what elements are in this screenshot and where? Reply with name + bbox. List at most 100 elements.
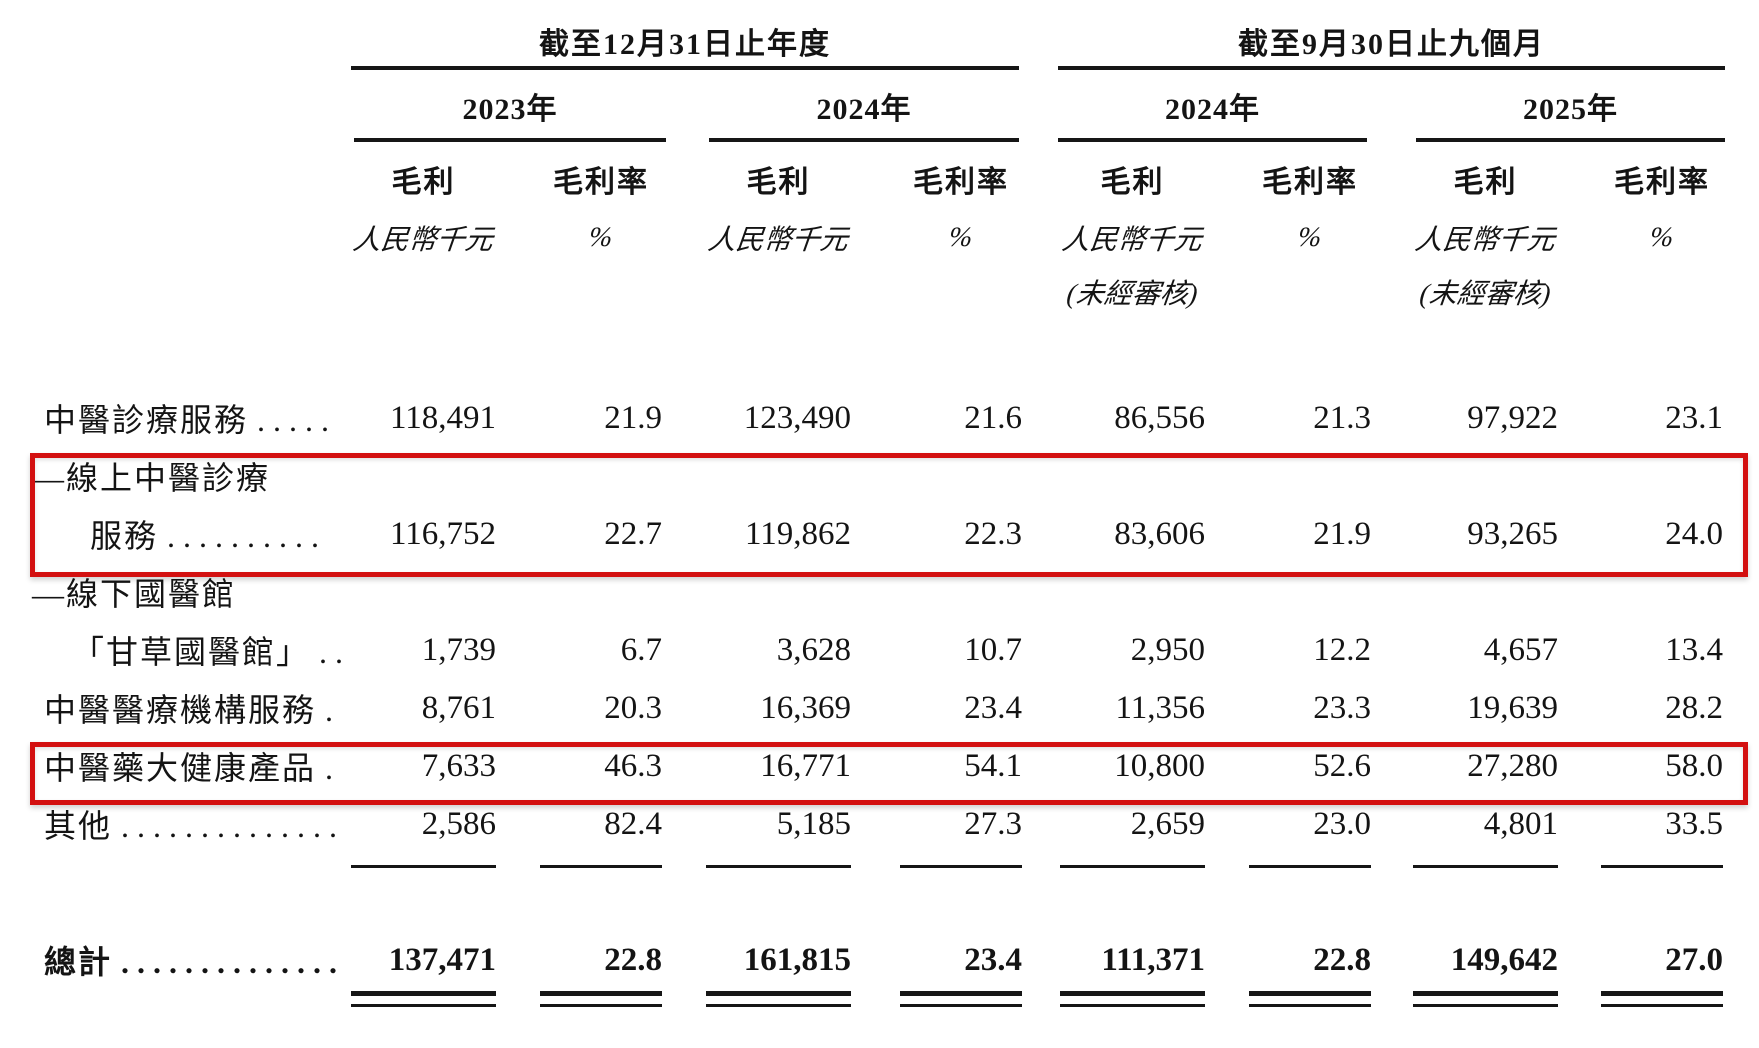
row-label: 其他	[44, 808, 113, 844]
total-double-rule	[351, 991, 496, 1007]
unit-percent: %	[587, 222, 615, 253]
column-underline	[1249, 864, 1371, 868]
year-rule	[709, 138, 1019, 142]
value-cell: 23.3	[1313, 689, 1371, 726]
value-cell: 116,752	[389, 515, 496, 552]
total-value-cell: 137,471	[388, 941, 496, 978]
value-cell: 28.2	[1665, 689, 1723, 726]
total-double-rule	[1601, 991, 1723, 1007]
col-header-gross-profit: 毛利	[391, 166, 456, 199]
year-rule-row	[44, 138, 1727, 148]
row-label: 中醫藥大健康產品	[44, 750, 317, 786]
value-cell: 16,771	[760, 747, 851, 784]
row-label: 「甘草國醫館」	[72, 634, 311, 670]
unit-rmb-thousand: 人民幣千元	[1413, 225, 1557, 256]
row-label: 中醫醫療機構服務	[44, 692, 317, 728]
total-value-cell: 27.0	[1665, 941, 1723, 978]
value-cell: 16,369	[760, 689, 851, 726]
value-cell: 58.0	[1665, 747, 1723, 784]
period-group-title-nine-months: 截至9月30日止九個月	[1238, 28, 1545, 61]
value-cell: 1,739	[421, 631, 496, 668]
year-2023: 2023年	[462, 93, 558, 126]
table-row-online-tcm-line1: —線上中醫診療	[32, 447, 1727, 505]
value-cell: 21.3	[1313, 399, 1371, 436]
row-label: —線下國醫館	[32, 576, 237, 612]
total-double-rule	[1060, 991, 1205, 1007]
year-header-row: 2023年 2024年 2024年 2025年	[44, 74, 1727, 138]
value-cell: 54.1	[964, 747, 1022, 784]
value-cell: 46.3	[604, 747, 662, 784]
total-double-rule	[1249, 991, 1371, 1007]
col-header-gross-margin: 毛利率	[553, 166, 649, 199]
value-cell: 12.2	[1313, 631, 1371, 668]
table-row-others: 其他.............. 2,586 82.4 5,185 27.3 2…	[44, 795, 1727, 853]
value-cell: 23.0	[1313, 805, 1371, 842]
total-double-rule	[1413, 991, 1558, 1007]
value-cell: 33.5	[1665, 805, 1723, 842]
value-cell: 82.4	[604, 805, 662, 842]
unit-percent: %	[1296, 222, 1324, 253]
value-cell: 8,761	[421, 689, 496, 726]
dot-leader: ..........	[167, 518, 328, 554]
year-2024: 2024年	[816, 93, 912, 126]
total-value-cell: 161,815	[743, 941, 851, 978]
col-header-gross-profit: 毛利	[746, 166, 811, 199]
period-group-title-annual: 截至12月31日止年度	[539, 28, 831, 61]
value-cell: 52.6	[1313, 747, 1371, 784]
total-value-cell: 22.8	[1313, 941, 1371, 978]
period-group-header-row: 截至12月31日止年度 截至9月30日止九個月	[44, 16, 1727, 66]
dot-leader: .....	[257, 402, 338, 438]
col-header-gross-margin: 毛利率	[913, 166, 1009, 199]
unaudited-row: (未經審核) (未經審核)	[44, 266, 1727, 318]
value-cell: 22.3	[964, 515, 1022, 552]
period-group-rule-row	[44, 66, 1727, 74]
total-double-rule	[540, 991, 662, 1007]
col-header-gross-profit: 毛利	[1453, 166, 1518, 199]
total-double-underline-row	[44, 989, 1727, 1009]
table-row-tcm-health-products: 中醫藥大健康產品. 7,633 46.3 16,771 54.1 10,800 …	[44, 737, 1727, 795]
value-cell: 83,606	[1114, 515, 1205, 552]
value-cell: 10.7	[964, 631, 1022, 668]
dot-leader: .	[325, 692, 342, 728]
value-cell: 11,356	[1115, 689, 1205, 726]
dot-leader: ..............	[121, 808, 346, 844]
table-row-tcm-institution-services: 中醫醫療機構服務. 8,761 20.3 16,369 23.4 11,356 …	[44, 679, 1727, 737]
table-row-offline-clinic-line1: —線下國醫館	[32, 563, 1727, 621]
row-label: 服務	[90, 518, 159, 554]
year-2024-nine-months: 2024年	[1165, 93, 1260, 126]
unit-rmb-thousand: 人民幣千元	[706, 225, 850, 256]
value-cell: 23.1	[1665, 399, 1723, 436]
value-cell: 97,922	[1467, 399, 1558, 436]
unit-rmb-thousand: 人民幣千元	[351, 225, 495, 256]
value-cell: 10,800	[1114, 747, 1205, 784]
value-cell: 4,801	[1483, 805, 1558, 842]
table-row-tcm-diagnosis: 中醫診療服務..... 118,491 21.9 123,490 21.6 86…	[44, 389, 1727, 447]
gross-profit-table: 截至12月31日止年度 截至9月30日止九個月 2023年 2024年 2024…	[32, 0, 1727, 1009]
value-cell: 4,657	[1483, 631, 1558, 668]
value-cell: 123,490	[743, 399, 851, 436]
value-cell: 2,586	[421, 805, 496, 842]
value-cell: 27,280	[1467, 747, 1558, 784]
value-cell: 21.9	[604, 399, 662, 436]
value-cell: 6.7	[620, 631, 662, 668]
subtotal-underline-row	[44, 853, 1727, 879]
total-value-cell: 23.4	[964, 941, 1022, 978]
value-cell: 19,639	[1467, 689, 1558, 726]
value-cell: 27.3	[964, 805, 1022, 842]
value-cell: 7,633	[421, 747, 496, 784]
column-underline	[1413, 864, 1558, 868]
value-cell: 2,950	[1130, 631, 1205, 668]
value-cell: 21.6	[964, 399, 1022, 436]
column-underline	[1601, 864, 1723, 868]
value-cell: 118,491	[389, 399, 496, 436]
year-rule	[1058, 138, 1367, 142]
value-cell: 86,556	[1114, 399, 1205, 436]
table-row-online-tcm-line2: 服務.......... 116,752 22.7 119,862 22.3 8…	[44, 505, 1727, 563]
pre-total-spacer	[44, 879, 1727, 931]
value-cell: 93,265	[1467, 515, 1558, 552]
value-cell: 3,628	[776, 631, 851, 668]
unit-rmb-thousand: 人民幣千元	[1060, 225, 1204, 256]
year-rule	[1416, 138, 1725, 142]
unit-row: 人民幣千元 % 人民幣千元 % 人民幣千元 % 人民幣千元 %	[44, 210, 1727, 266]
year-2025-nine-months: 2025年	[1523, 93, 1618, 126]
